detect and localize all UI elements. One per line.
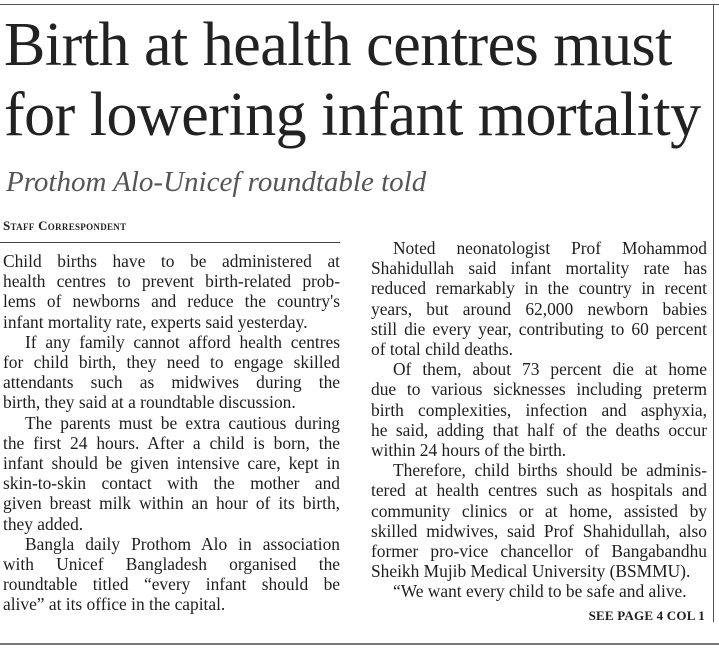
text-line: reduced remarkably in the country in rec… <box>371 278 707 299</box>
headline-line-1: Birth at health centres must <box>4 11 672 79</box>
paragraph: Bangla daily Prothom Alo in association w… <box>3 534 340 615</box>
text-line: for child birth, they need to engage ski… <box>3 352 340 373</box>
text-line: The parents must be extra cautious durin… <box>25 412 340 433</box>
text-line: Bangla daily Prothom Alo in association <box>25 533 340 554</box>
text-line: roundtable titled “every infant should b… <box>3 574 340 595</box>
text-line: with Unicef Bangladesh organised the <box>3 554 340 575</box>
text-line: they added. <box>3 513 84 534</box>
text-line: “We want every child to be safe and aliv… <box>393 581 687 602</box>
paragraph: “We want every child to be safe and aliv… <box>371 581 707 601</box>
article-column-2: Noted neonatologist Prof Mohammod Shahidu… <box>371 238 707 626</box>
text-line: lems of newborns and reduce the country'… <box>3 291 340 312</box>
text-line: health centres to prevent birth-related … <box>3 271 340 292</box>
paragraph: Child births have to be administered at h… <box>3 251 340 332</box>
headline-line-2: for lowering infant mortality <box>4 81 701 149</box>
right-border-rule <box>713 4 714 622</box>
text-line: birth complexities, infection and asphyx… <box>371 399 707 420</box>
text-line: due to various sicknesses including pret… <box>371 379 707 400</box>
text-line: infant should be given intensive care, k… <box>3 453 340 474</box>
continuation-jump-line: SEE PAGE 4 COL 1 <box>588 607 705 623</box>
text-line: community clinics or at home, assisted b… <box>371 500 707 521</box>
text-line: still die every year, contributing to 60… <box>371 318 707 339</box>
text-line: Shahidullah said infant mortality rate h… <box>371 258 707 279</box>
text-line: If any family cannot afford health centr… <box>25 331 340 352</box>
paragraph: The parents must be extra cautious durin… <box>3 413 340 534</box>
text-line: alive” at its office in the capital. <box>3 594 226 615</box>
bottom-border-rule <box>0 643 719 645</box>
byline-rule <box>0 242 340 243</box>
text-line: former pro-vice chancellor of Bangabandh… <box>371 541 707 562</box>
paragraph: Therefore, child births should be admini… <box>371 460 707 581</box>
text-line: of total child deaths. <box>371 339 513 360</box>
text-line: infant mortality rate, experts said yest… <box>3 311 308 332</box>
text-line: attendants such as midwives during the <box>3 372 340 393</box>
headline: Birth at health centres must for lowerin… <box>4 10 714 150</box>
text-line: Child births have to be administered at <box>3 251 340 271</box>
paragraph: If any family cannot afford health centr… <box>3 332 340 413</box>
byline: Staff Correspondent <box>3 218 127 233</box>
article-column-1: Child births have to be administered at h… <box>3 251 340 615</box>
paragraph: Of them, about 73 percent die at home due… <box>371 359 707 460</box>
text-line: years, but around 62,000 newborn babies <box>371 298 707 319</box>
text-line: given breast milk within an hour of its … <box>3 493 340 514</box>
text-line: Therefore, child births should be admini… <box>393 460 707 481</box>
subheadline: Prothom Alo-Unicef roundtable told <box>6 166 427 198</box>
text-line: skin-to-skin contact with the mother and <box>3 473 340 494</box>
text-line: he said, adding that half of the deaths … <box>371 419 707 440</box>
text-line: Of them, about 73 percent die at home <box>393 359 707 380</box>
paragraph: Noted neonatologist Prof Mohammod Shahidu… <box>371 238 707 359</box>
top-border-rule <box>0 4 719 5</box>
text-line: Noted neonatologist Prof Mohammod <box>393 238 707 258</box>
text-line: tered at health centres such as hospital… <box>371 480 707 501</box>
text-line: skilled midwives, said Prof Shahidullah,… <box>371 520 707 541</box>
text-line: birth, they said at a roundtable discuss… <box>3 392 296 413</box>
text-line: within 24 hours of the birth. <box>371 440 567 461</box>
text-line: Sheikh Mujib Medical University (BSMMU). <box>371 561 691 582</box>
text-line: the first 24 hours. After a child is bor… <box>3 432 340 453</box>
